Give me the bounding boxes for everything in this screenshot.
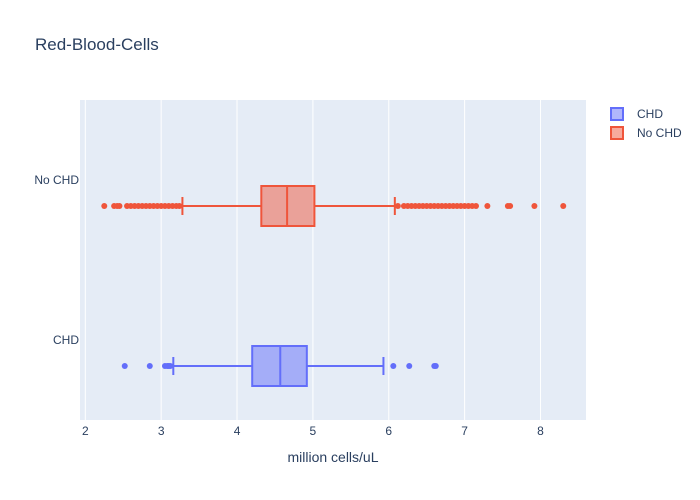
box-trace-chd xyxy=(121,345,439,387)
box-trace-no-chd xyxy=(101,185,567,227)
outlier-point[interactable] xyxy=(176,203,183,209)
x-tick-label: 3 xyxy=(158,424,165,438)
y-axis-ticks: CHD No CHD xyxy=(34,173,79,347)
outlier-point[interactable] xyxy=(394,203,401,209)
x-axis-title: million cells/uL xyxy=(287,449,378,465)
legend[interactable]: CHD No CHD xyxy=(610,107,682,140)
gridlines xyxy=(84,100,541,420)
outlier-point[interactable] xyxy=(473,203,479,209)
outlier-point[interactable] xyxy=(560,203,567,209)
outlier-point[interactable] xyxy=(116,203,123,209)
outlier-point[interactable] xyxy=(146,363,153,369)
outlier-point[interactable] xyxy=(432,363,439,369)
outlier-point[interactable] xyxy=(101,203,108,209)
chart-title: Red-Blood-Cells xyxy=(35,35,159,54)
x-tick-label: 4 xyxy=(234,424,241,438)
legend-swatch[interactable] xyxy=(610,107,624,121)
legend-item-chd[interactable]: CHD xyxy=(610,107,663,121)
x-axis-ticks: 2 3 4 5 6 7 8 xyxy=(82,424,544,438)
y-tick-label: No CHD xyxy=(34,173,79,187)
plot-area xyxy=(80,100,586,420)
x-tick-label: 7 xyxy=(461,424,468,438)
outlier-point[interactable] xyxy=(507,203,514,209)
x-tick-label: 6 xyxy=(385,424,392,438)
outlier-point[interactable] xyxy=(167,363,174,369)
x-tick-label: 2 xyxy=(82,424,89,438)
x-tick-label: 5 xyxy=(310,424,317,438)
box-traces xyxy=(101,185,567,387)
legend-swatch[interactable] xyxy=(610,126,624,140)
outlier-point[interactable] xyxy=(406,363,413,369)
outlier-point[interactable] xyxy=(531,203,538,209)
outlier-point[interactable] xyxy=(390,363,397,369)
y-tick-label: CHD xyxy=(53,333,79,347)
legend-label: No CHD xyxy=(637,126,682,140)
legend-label: CHD xyxy=(637,107,663,121)
outlier-point[interactable] xyxy=(121,363,128,369)
outlier-point[interactable] xyxy=(484,203,491,209)
legend-item-no-chd[interactable]: No CHD xyxy=(610,126,682,140)
x-tick-label: 8 xyxy=(537,424,544,438)
